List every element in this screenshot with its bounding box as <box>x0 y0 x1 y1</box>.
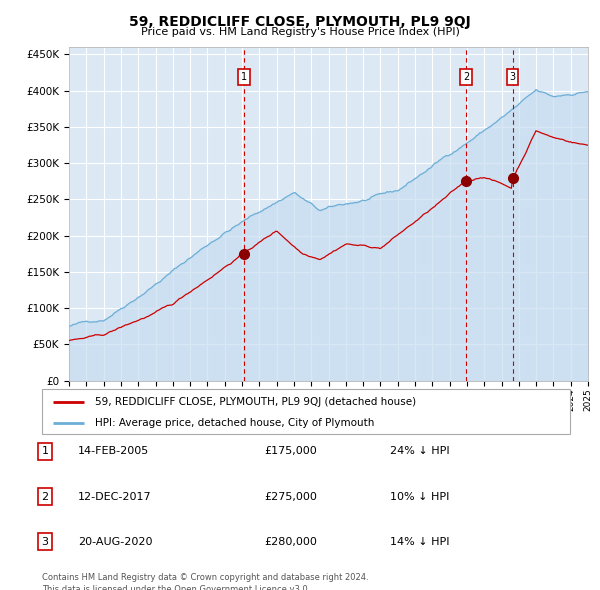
Text: 2: 2 <box>41 492 49 502</box>
Text: 12-DEC-2017: 12-DEC-2017 <box>78 492 152 502</box>
Text: 10% ↓ HPI: 10% ↓ HPI <box>390 492 449 502</box>
Text: 2: 2 <box>463 72 469 82</box>
Text: 1: 1 <box>41 447 49 456</box>
Text: 1: 1 <box>241 72 247 82</box>
Text: 14% ↓ HPI: 14% ↓ HPI <box>390 537 449 546</box>
Text: 24% ↓ HPI: 24% ↓ HPI <box>390 447 449 456</box>
FancyBboxPatch shape <box>42 389 570 434</box>
Text: 3: 3 <box>41 537 49 546</box>
Text: Price paid vs. HM Land Registry's House Price Index (HPI): Price paid vs. HM Land Registry's House … <box>140 27 460 37</box>
Text: £275,000: £275,000 <box>264 492 317 502</box>
Text: 3: 3 <box>509 72 515 82</box>
Text: 20-AUG-2020: 20-AUG-2020 <box>78 537 152 546</box>
Text: £280,000: £280,000 <box>264 537 317 546</box>
Text: 14-FEB-2005: 14-FEB-2005 <box>78 447 149 456</box>
Text: £175,000: £175,000 <box>264 447 317 456</box>
Text: 59, REDDICLIFF CLOSE, PLYMOUTH, PL9 9QJ: 59, REDDICLIFF CLOSE, PLYMOUTH, PL9 9QJ <box>129 15 471 29</box>
Text: HPI: Average price, detached house, City of Plymouth: HPI: Average price, detached house, City… <box>95 418 374 428</box>
Text: 59, REDDICLIFF CLOSE, PLYMOUTH, PL9 9QJ (detached house): 59, REDDICLIFF CLOSE, PLYMOUTH, PL9 9QJ … <box>95 397 416 407</box>
Text: Contains HM Land Registry data © Crown copyright and database right 2024.
This d: Contains HM Land Registry data © Crown c… <box>42 573 368 590</box>
